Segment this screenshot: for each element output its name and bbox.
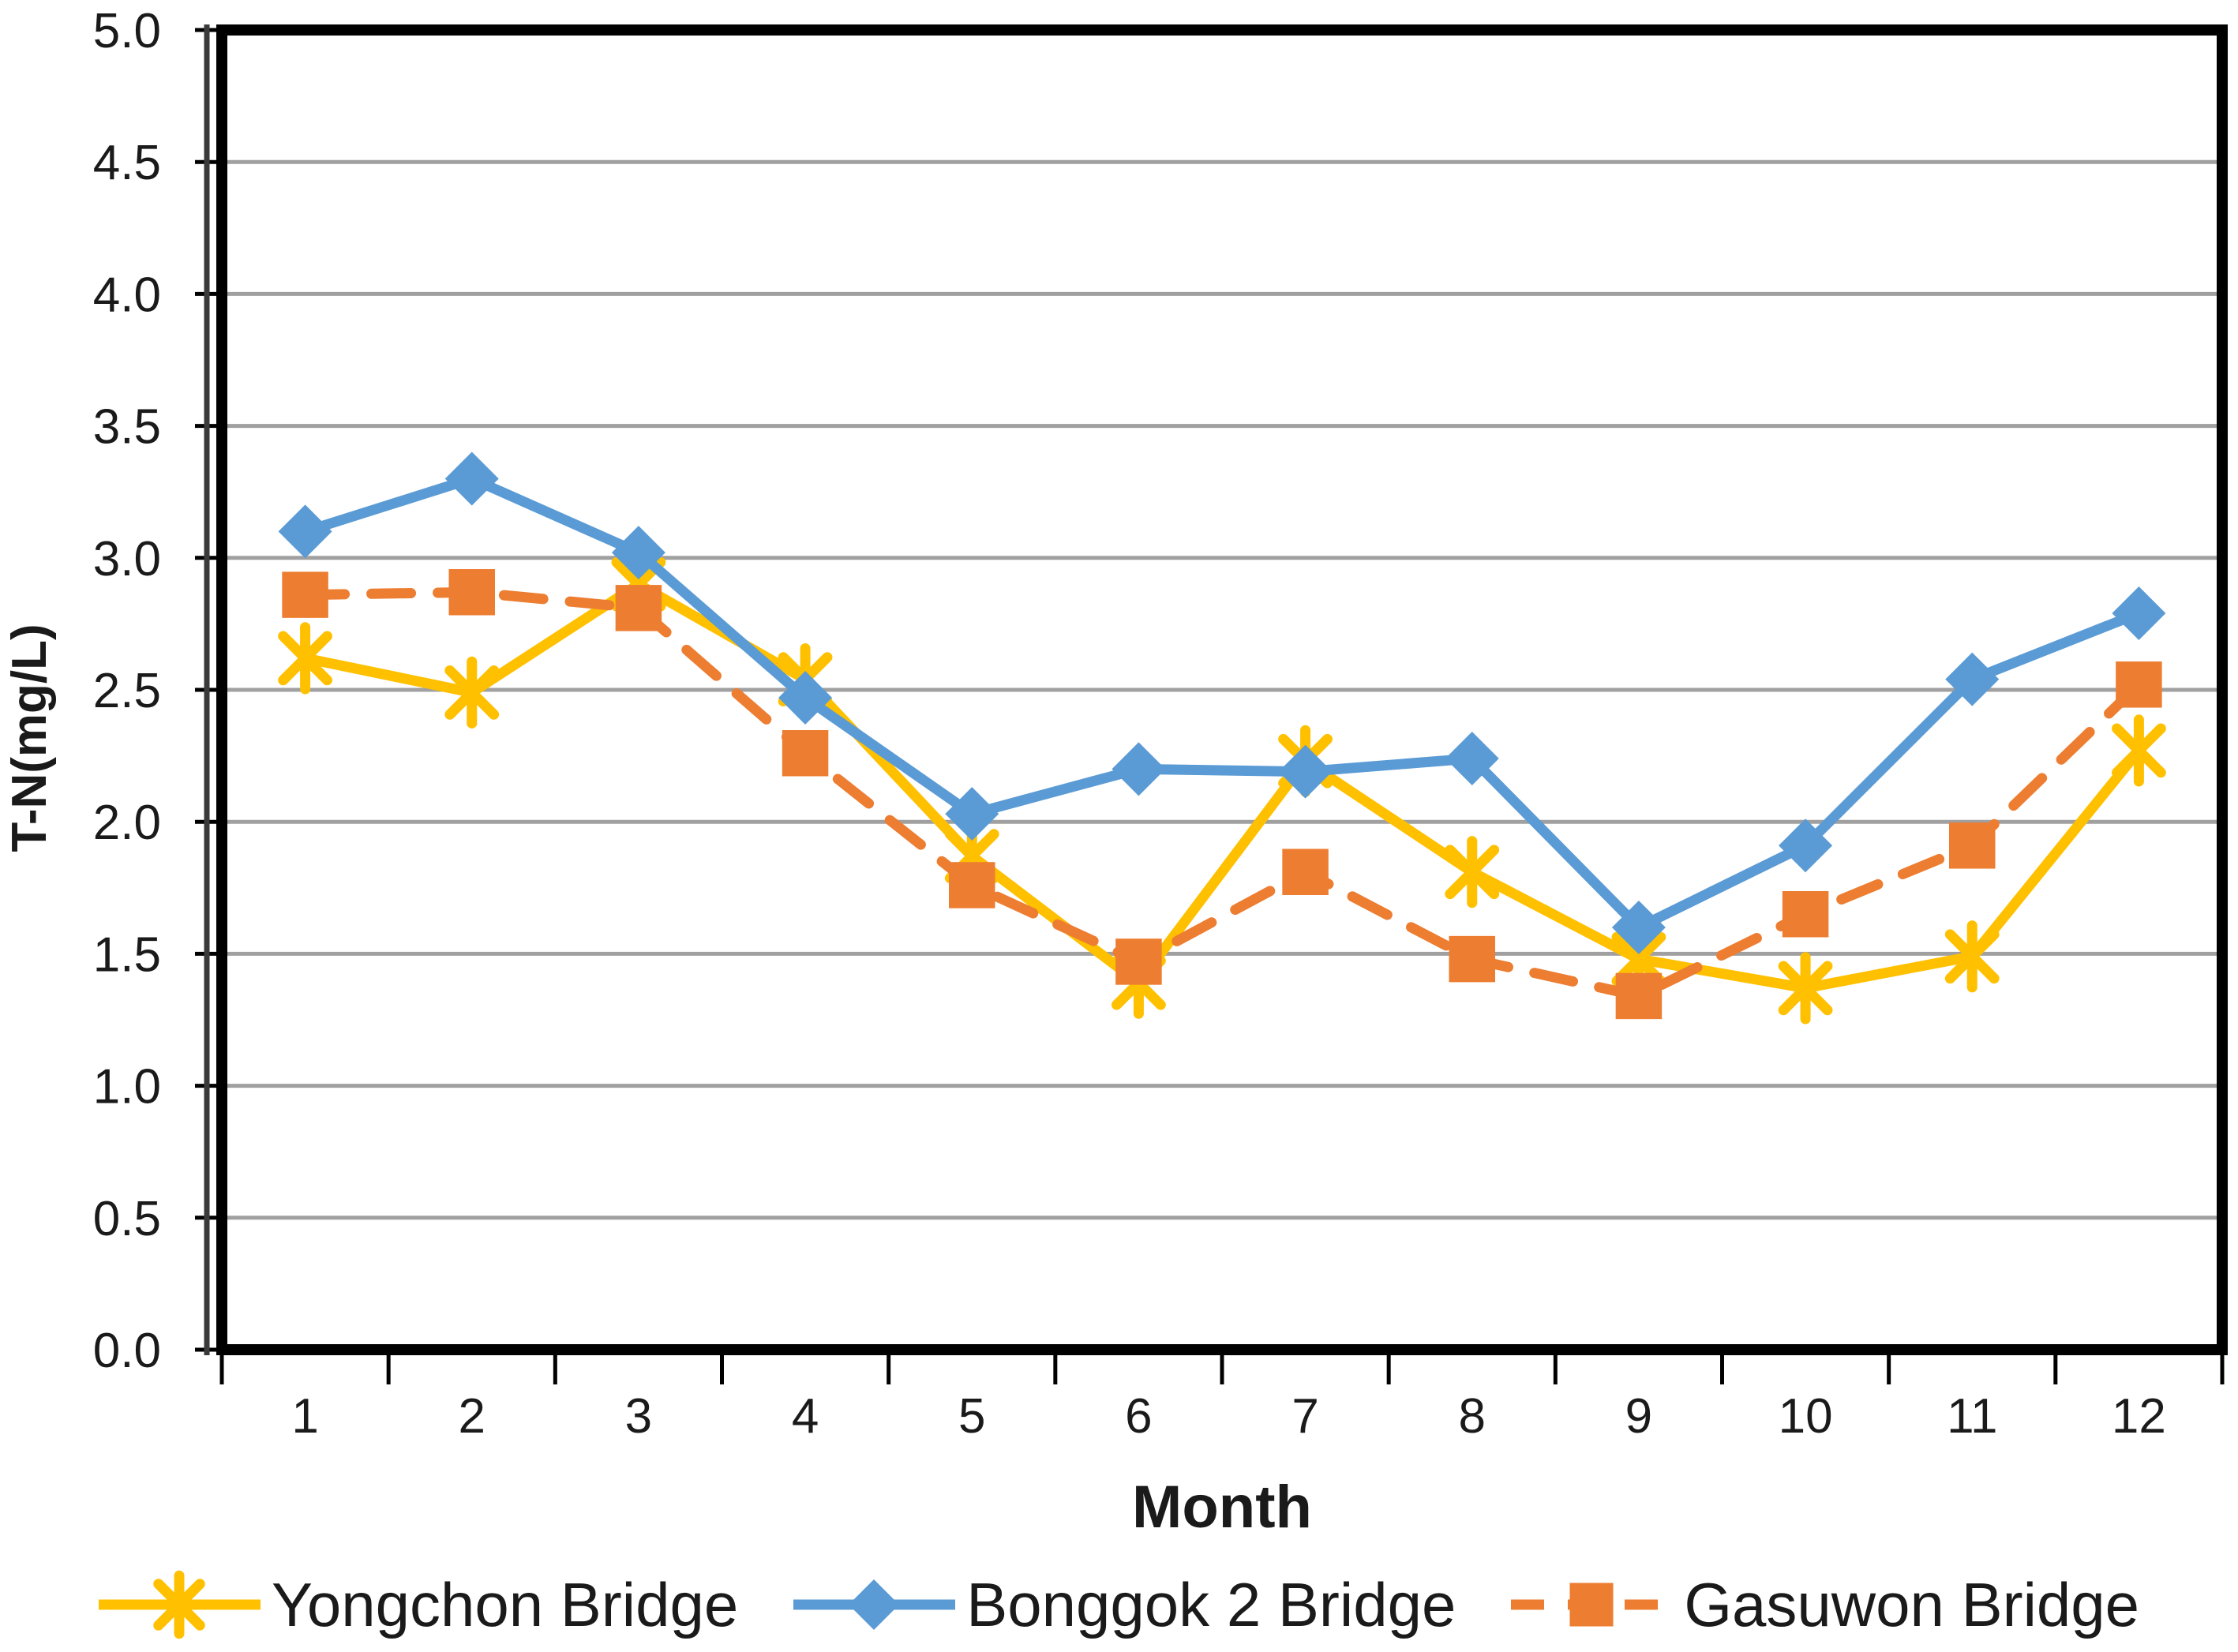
marker-gasuwon-bridge xyxy=(1782,891,1829,938)
marker-bonggok-2-bridge xyxy=(278,504,332,559)
y-tick-label: 1.5 xyxy=(93,927,161,982)
series-gasuwon-bridge xyxy=(282,569,2162,1020)
x-tick-label: 12 xyxy=(2112,1389,2166,1444)
legend-item-gasuwon-bridge: Gasuwon Bridge xyxy=(1511,1567,2139,1643)
marker-gasuwon-bridge xyxy=(448,569,495,616)
x-tick-label: 8 xyxy=(1459,1389,1486,1444)
x-axis-title: Month xyxy=(1132,1474,1312,1541)
marker-gasuwon-bridge xyxy=(1115,938,1162,985)
x-tick-label: 7 xyxy=(1291,1389,1318,1444)
y-tick-label: 3.0 xyxy=(93,532,161,586)
legend-label-yongchon-bridge: Yongchon Bridge xyxy=(271,1570,739,1639)
marker-bonggok-2-bridge xyxy=(611,526,665,580)
marker-yongchon-bridge xyxy=(2112,714,2166,787)
legend-glyph xyxy=(153,1570,205,1639)
y-tick-label: 4.0 xyxy=(93,268,161,322)
legend-label-bonggok-2-bridge: Bonggok 2 Bridge xyxy=(966,1570,1456,1639)
series-line-bonggok-2-bridge xyxy=(300,473,2144,933)
x-tick-label: 10 xyxy=(1779,1389,1833,1444)
marker-bonggok-2-bridge xyxy=(2112,586,2166,641)
marker-bonggok-2-bridge xyxy=(1445,731,1499,785)
x-tick-label: 1 xyxy=(291,1389,318,1444)
marker-gasuwon-bridge xyxy=(615,585,662,631)
data-series-layer xyxy=(278,451,2166,1025)
marker-yongchon-bridge xyxy=(1944,920,2000,993)
plot-border xyxy=(216,24,2228,1355)
marker-bonggok-2-bridge xyxy=(1611,900,1666,954)
y-axis-title: T-N(mg/L) xyxy=(2,624,57,852)
marker-gasuwon-bridge xyxy=(1615,972,1663,1020)
marker-yongchon-bridge xyxy=(1778,952,1833,1025)
y-tick-label: 2.0 xyxy=(93,796,161,850)
x-tick-label: 11 xyxy=(1947,1389,1997,1444)
x-tick-label: 4 xyxy=(792,1389,819,1444)
marker-bonggok-2-bridge xyxy=(778,671,833,725)
x-tick-label: 9 xyxy=(1625,1389,1652,1444)
marker-gasuwon-bridge xyxy=(1282,848,1329,895)
marker-gasuwon-bridge xyxy=(282,571,328,618)
y-axis-tick-labels: 0.0 0.5 1.0 1.5 2.0 2.5 3.0 3.5 4.0 4.5 5.0 xyxy=(93,4,161,1378)
marker-yongchon-bridge xyxy=(444,656,500,729)
marker-gasuwon-bridge xyxy=(2116,661,2162,708)
x-tick-label: 2 xyxy=(459,1389,485,1444)
legend-glyph xyxy=(849,1579,900,1630)
marker-bonggok-2-bridge xyxy=(1779,819,1833,873)
legend-item-bonggok-2-bridge: Bonggok 2 Bridge xyxy=(793,1567,1456,1643)
marker-gasuwon-bridge xyxy=(949,862,995,908)
y-tick-label: 2.5 xyxy=(93,664,161,718)
y-tick-label: 3.5 xyxy=(93,400,161,455)
marker-gasuwon-bridge xyxy=(782,730,829,777)
x-tick-label: 3 xyxy=(625,1389,652,1444)
marker-bonggok-2-bridge xyxy=(945,787,999,841)
marker-gasuwon-bridge xyxy=(1949,822,1996,869)
legend-glyph xyxy=(1569,1583,1614,1627)
marker-bonggok-2-bridge xyxy=(444,451,499,506)
legend-label-gasuwon-bridge: Gasuwon Bridge xyxy=(1684,1570,2140,1639)
marker-bonggok-2-bridge xyxy=(1112,742,1166,796)
marker-bonggok-2-bridge xyxy=(1945,652,2000,706)
marker-bonggok-2-bridge xyxy=(1278,744,1333,799)
legend-marker-asterisk-icon xyxy=(98,1570,261,1639)
series-bonggok-2-bridge xyxy=(278,451,2166,954)
x-tick-label: 6 xyxy=(1125,1389,1152,1444)
marker-yongchon-bridge xyxy=(278,622,332,695)
y-tick-label: 0.5 xyxy=(93,1192,161,1246)
y-tick-label: 0.0 xyxy=(93,1324,161,1378)
marker-yongchon-bridge xyxy=(1445,836,1500,908)
series-yongchon-bridge xyxy=(278,548,2166,1025)
legend: Yongchon Bridge Bonggok 2 Bridge Gasuwon B… xyxy=(0,1553,2238,1652)
gridlines xyxy=(222,159,2222,1220)
legend-marker-square-icon xyxy=(1511,1583,1674,1627)
legend-item-yongchon-bridge: Yongchon Bridge xyxy=(98,1567,739,1643)
x-axis-ticks xyxy=(219,1350,2225,1384)
marker-gasuwon-bridge xyxy=(1449,935,1495,983)
x-axis-tick-labels: 1 2 3 4 5 6 7 8 9 10 11 12 xyxy=(291,1389,2166,1444)
legend-marker-diamond-icon xyxy=(793,1579,956,1630)
y-tick-label: 5.0 xyxy=(93,4,161,58)
series-line-gasuwon-bridge xyxy=(300,586,2144,1002)
y-tick-label: 4.5 xyxy=(93,136,161,190)
y-tick-label: 1.0 xyxy=(93,1060,161,1114)
x-tick-label: 5 xyxy=(958,1389,985,1444)
